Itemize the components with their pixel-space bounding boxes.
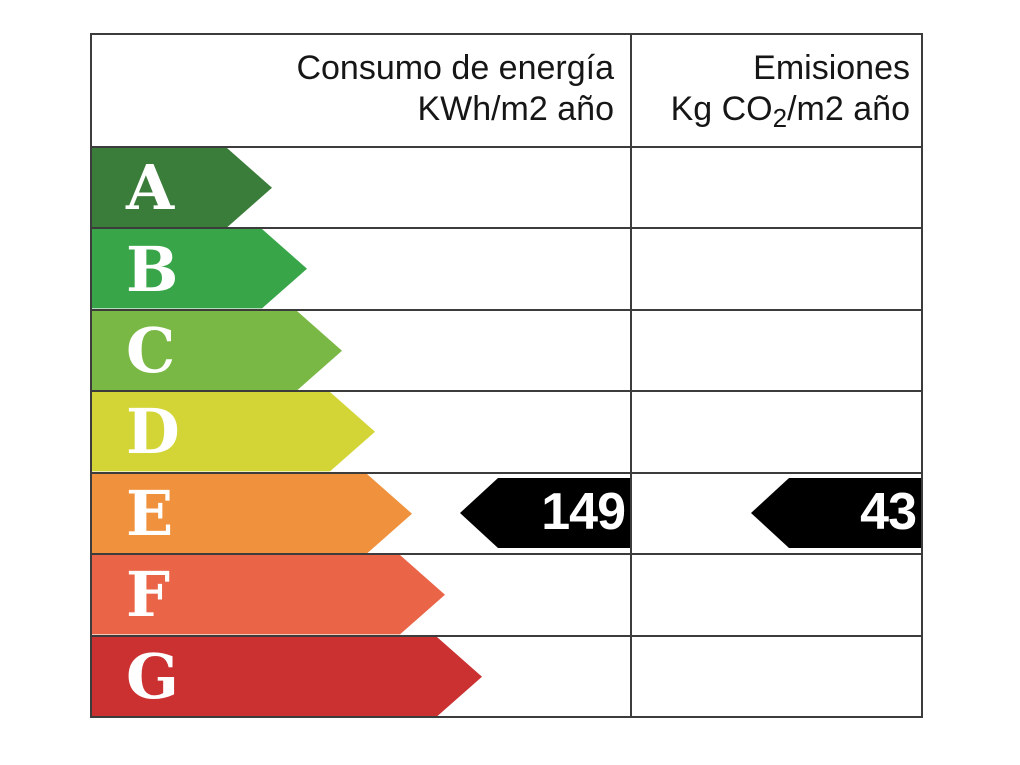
rating-letter-e: E bbox=[126, 476, 174, 550]
consumption-header-line1: Consumo de energía bbox=[296, 49, 614, 87]
rating-row-b-bar-cell: B bbox=[92, 227, 632, 309]
rating-row-f-emissions-cell bbox=[632, 553, 921, 634]
energy-rating-table: Consumo de energía KWh/m2 año Emisiones … bbox=[90, 33, 923, 718]
rating-arrow-shape bbox=[92, 636, 482, 716]
rating-letter-a: A bbox=[126, 151, 175, 225]
rating-letter-c: C bbox=[126, 314, 176, 388]
emissions-value: 43 bbox=[860, 483, 917, 542]
emissions-header-line1: Emisiones bbox=[753, 49, 910, 87]
emissions-marker: 43 bbox=[751, 478, 921, 549]
rating-arrow-shape bbox=[92, 310, 342, 391]
emissions-column-header: Emisiones Kg CO2/m2 año bbox=[632, 35, 921, 146]
black-left-arrow-icon bbox=[751, 478, 921, 549]
rating-row-d-bar-cell: D bbox=[92, 390, 632, 472]
rating-arrow-shape bbox=[92, 555, 445, 635]
consumption-column-header: Consumo de energía KWh/m2 año bbox=[92, 35, 632, 146]
rating-letter-d: D bbox=[126, 395, 180, 469]
rating-row-a-bar-cell: A bbox=[92, 146, 632, 228]
rating-row-d-emissions-cell bbox=[632, 390, 921, 471]
consumption-header-unit: KWh/m2 año bbox=[417, 90, 614, 128]
rating-letter-g: G bbox=[126, 639, 179, 713]
emissions-header-unit: Kg CO2/m2 año bbox=[670, 90, 910, 133]
rating-row-g-bar-cell: G bbox=[92, 634, 632, 716]
black-left-arrow-icon bbox=[460, 478, 630, 549]
rating-arrow-shape bbox=[92, 473, 412, 554]
rating-arrow-shape bbox=[92, 229, 307, 309]
rating-arrow-shape bbox=[92, 148, 272, 228]
rating-letter-f: F bbox=[126, 558, 171, 632]
rating-row-e-emissions-cell: 43 bbox=[632, 471, 921, 553]
rating-row-a-emissions-cell bbox=[632, 146, 921, 227]
rating-row-c-emissions-cell bbox=[632, 308, 921, 390]
rating-letter-b: B bbox=[126, 232, 179, 306]
rating-row-g-emissions-cell bbox=[632, 634, 921, 716]
rating-arrow-shape bbox=[92, 392, 375, 472]
consumption-value: 149 bbox=[541, 483, 626, 542]
consumption-marker: 149 bbox=[460, 478, 630, 549]
rating-row-f-bar-cell: F bbox=[92, 553, 632, 635]
rating-row-e-bar-cell: E 149 bbox=[92, 471, 632, 554]
rating-row-b-emissions-cell bbox=[632, 227, 921, 308]
rating-row-c-bar-cell: C bbox=[92, 308, 632, 391]
